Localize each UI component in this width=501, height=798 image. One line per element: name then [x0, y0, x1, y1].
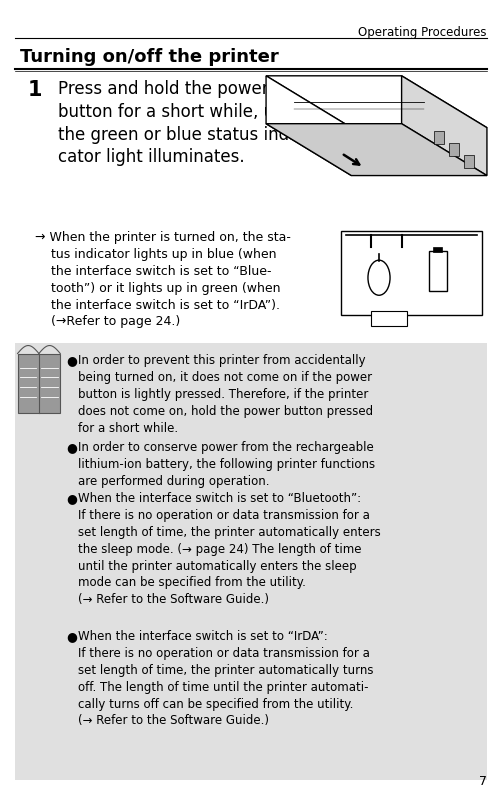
Bar [432, 247, 441, 252]
Polygon shape [266, 76, 351, 176]
Polygon shape [266, 124, 486, 176]
Polygon shape [266, 76, 486, 128]
Text: When the interface switch is set to “Bluetooth”:
If there is no operation or dat: When the interface switch is set to “Blu… [78, 492, 380, 606]
Bar [433, 131, 443, 144]
Text: When the interface switch is set to “IrDA”:
If there is no operation or data tra: When the interface switch is set to “IrD… [78, 630, 373, 728]
Text: Press and hold the power
button for a short while, until
the green or blue statu: Press and hold the power button for a sh… [58, 80, 300, 167]
Text: In order to conserve power from the rechargeable
lithium-ion battery, the follow: In order to conserve power from the rech… [78, 441, 374, 488]
Bar [341, 231, 481, 315]
Text: ●: ● [67, 354, 78, 367]
Text: Turning on/off the printer: Turning on/off the printer [20, 48, 278, 66]
Text: ●: ● [67, 630, 78, 643]
Bar [448, 143, 458, 156]
Bar [428, 251, 446, 291]
Bar [15, 343, 486, 780]
Text: Operating Procedures: Operating Procedures [358, 26, 486, 39]
Text: → When the printer is turned on, the sta-
    tus indicator lights up in blue (w: → When the printer is turned on, the sta… [35, 231, 291, 329]
Polygon shape [401, 76, 486, 176]
Bar [18, 354, 60, 413]
Text: ●: ● [67, 441, 78, 454]
Text: 7: 7 [478, 776, 486, 788]
Text: ●: ● [67, 492, 78, 505]
Bar [371, 311, 406, 326]
Text: In order to prevent this printer from accidentally
being turned on, it does not : In order to prevent this printer from ac… [78, 354, 372, 435]
Text: 1: 1 [28, 80, 42, 100]
Bar [463, 155, 473, 168]
